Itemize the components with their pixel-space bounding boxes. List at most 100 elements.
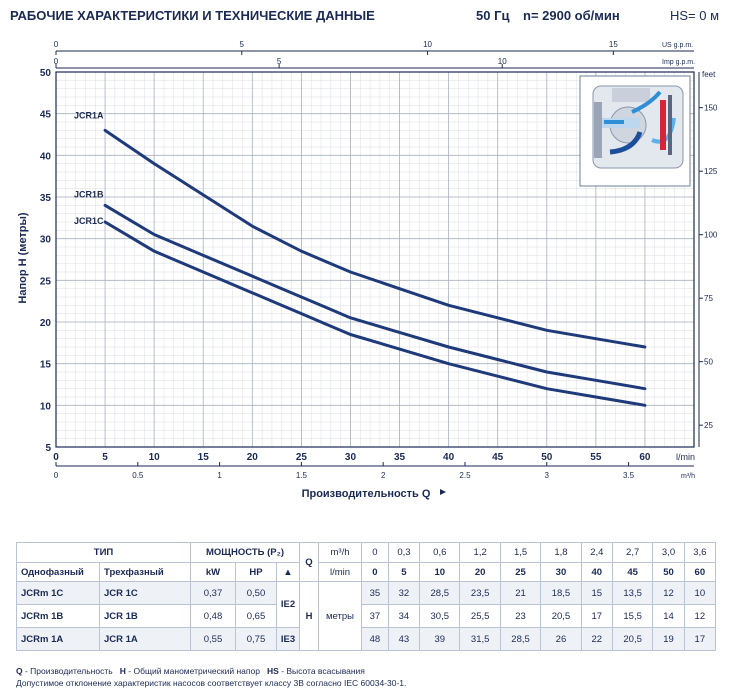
ie3-label: IE3 (280, 633, 296, 645)
x-tick-label: 15 (198, 452, 210, 463)
row-three: JCR 1A (99, 627, 191, 651)
m3h-unit-label: m³/h (681, 473, 695, 480)
h-val: 37 (361, 604, 389, 628)
row-three: JCR 1B (99, 604, 191, 628)
h-val: 43 (387, 627, 421, 651)
x-tick-label: 55 (590, 452, 602, 463)
suction-label: HS= 0 м (670, 8, 720, 23)
ie2-label: IE2 (280, 599, 296, 610)
impgpm-tick-label: 0 (54, 57, 59, 66)
usgpm-tick-label: 10 (423, 40, 432, 49)
h-val: 14 (652, 604, 685, 628)
y-axis-label: Напор H (метры) (17, 212, 29, 303)
q-m3h-5: 1,8 (540, 542, 582, 563)
curve-jcr1b (103, 203, 647, 391)
y-tick-label: 40 (40, 151, 52, 162)
m3h-tick-label: 3 (545, 471, 550, 480)
q-lmin-8: 50 (652, 562, 685, 582)
h-val: 25,5 (459, 604, 501, 628)
feet-tick-label: 125 (704, 167, 718, 176)
impgpm-tick-label: 10 (498, 57, 507, 66)
curve-jcr1a (103, 128, 647, 349)
m3h-tick-label: 1 (217, 471, 222, 480)
h-val: 10 (683, 581, 717, 605)
tick-labels: 0 5 10 150 5 100 0.5 1 1.5 2 2.5 3 3.50 5 10 15 20 25 30 35… (40, 40, 718, 480)
feet-unit-label: feet (702, 70, 716, 79)
curve-jcr1c (103, 220, 647, 407)
x-tick-label: 5 (102, 452, 108, 463)
q-m3h-8: 3,0 (652, 542, 685, 563)
tolerance-note: Допустимое отклонение характеристик насо… (16, 678, 407, 688)
q-m3h-3: 1,2 (459, 542, 501, 563)
x-axis-arrow-icon (440, 489, 446, 495)
m3h-tick-label: 2.5 (459, 471, 471, 480)
spec-table: ТИП МОЩНОСТЬ (P₂) Q m³/h 0 0,3 0,6 1,2 1… (16, 542, 717, 651)
row-three: JCR 1C (99, 581, 191, 605)
pump-cutaway-icon (579, 75, 691, 187)
usgpm-tick-label: 5 (240, 40, 245, 49)
feet-tick-label: 25 (704, 421, 713, 430)
row-hp: 0,50 (235, 581, 277, 605)
m3h-tick-label: 2 (381, 471, 386, 480)
h-val: 20,5 (611, 627, 654, 651)
h-val: 13,5 (611, 581, 654, 605)
h-unit-cell: метры (318, 581, 362, 651)
h-val: 20,5 (540, 604, 582, 628)
h-val: 30,5 (419, 604, 461, 628)
h-val: 28,5 (419, 581, 461, 605)
q-m3h-4: 1,5 (499, 542, 542, 563)
q-key: Q (16, 666, 23, 676)
row-hp: 0,75 (235, 627, 277, 651)
axes (55, 50, 703, 467)
kw-header: kW (190, 562, 236, 582)
q-m3h-1: 0,3 (387, 542, 421, 563)
usgpm-tick-label: 0 (54, 40, 59, 49)
h-val: 21 (499, 581, 542, 605)
q-lmin-2: 10 (419, 562, 461, 582)
x-tick-label: 35 (394, 452, 406, 463)
x-tick-label: 25 (296, 452, 308, 463)
h-val: 15 (580, 581, 613, 605)
q-header: Q (299, 542, 319, 582)
x-tick-label: 30 (345, 452, 357, 463)
usgpm-tick-label: 15 (609, 40, 618, 49)
q-lmin-0: 0 (361, 562, 389, 582)
h-val: 48 (361, 627, 389, 651)
h-val: 28,5 (499, 627, 542, 651)
q-m3h-0: 0 (361, 542, 389, 563)
table-row: JCRm 1B JCR 1B 0,48 0,65 37 34 30,5 25,5… (16, 604, 717, 628)
row-kw: 0,37 (190, 581, 236, 605)
x-tick-label: 45 (492, 452, 504, 463)
q-lmin-4: 25 (499, 562, 542, 582)
impgpm-tick-label: 5 (277, 57, 282, 66)
y-tick-label: 5 (45, 443, 51, 454)
q-unit-lmin: l/min (318, 562, 362, 582)
h-val: 17 (683, 627, 717, 651)
y-tick-label: 20 (40, 318, 52, 329)
m3h-tick-label: 0 (54, 471, 59, 480)
h-val: 17 (580, 604, 613, 628)
y-tick-label: 30 (40, 235, 52, 246)
x-tick-label: 40 (443, 452, 455, 463)
row-kw: 0,55 (190, 627, 236, 651)
single-phase-header: Однофазный (16, 562, 100, 582)
h-val: 19 (652, 627, 685, 651)
frequency-label: 50 Гц (476, 8, 510, 23)
h-text: - Общий манометрический напор (125, 666, 260, 676)
usgpm-unit-label: US g.p.m. (662, 42, 693, 49)
h-val: 12 (652, 581, 685, 605)
series-label-jcr1a: JCR1A (74, 110, 104, 120)
feet-tick-label: 150 (704, 104, 718, 113)
h-val: 23 (499, 604, 542, 628)
three-phase-header: Трехфазный (99, 562, 191, 582)
row-single: JCRm 1B (16, 604, 100, 628)
h-header-cell: H (299, 581, 319, 651)
h-val: 12 (683, 604, 717, 628)
h-header-label: H (305, 610, 313, 622)
q-text: - Производительность (22, 666, 113, 676)
row-hp: 0,65 (235, 604, 277, 628)
power-header: МОЩНОСТЬ (P₂) (190, 542, 300, 563)
x-axis-label: Производительность Q (302, 488, 431, 500)
q-lmin-9: 60 (683, 562, 717, 582)
speed-label: n= 2900 об/мин (523, 8, 620, 23)
